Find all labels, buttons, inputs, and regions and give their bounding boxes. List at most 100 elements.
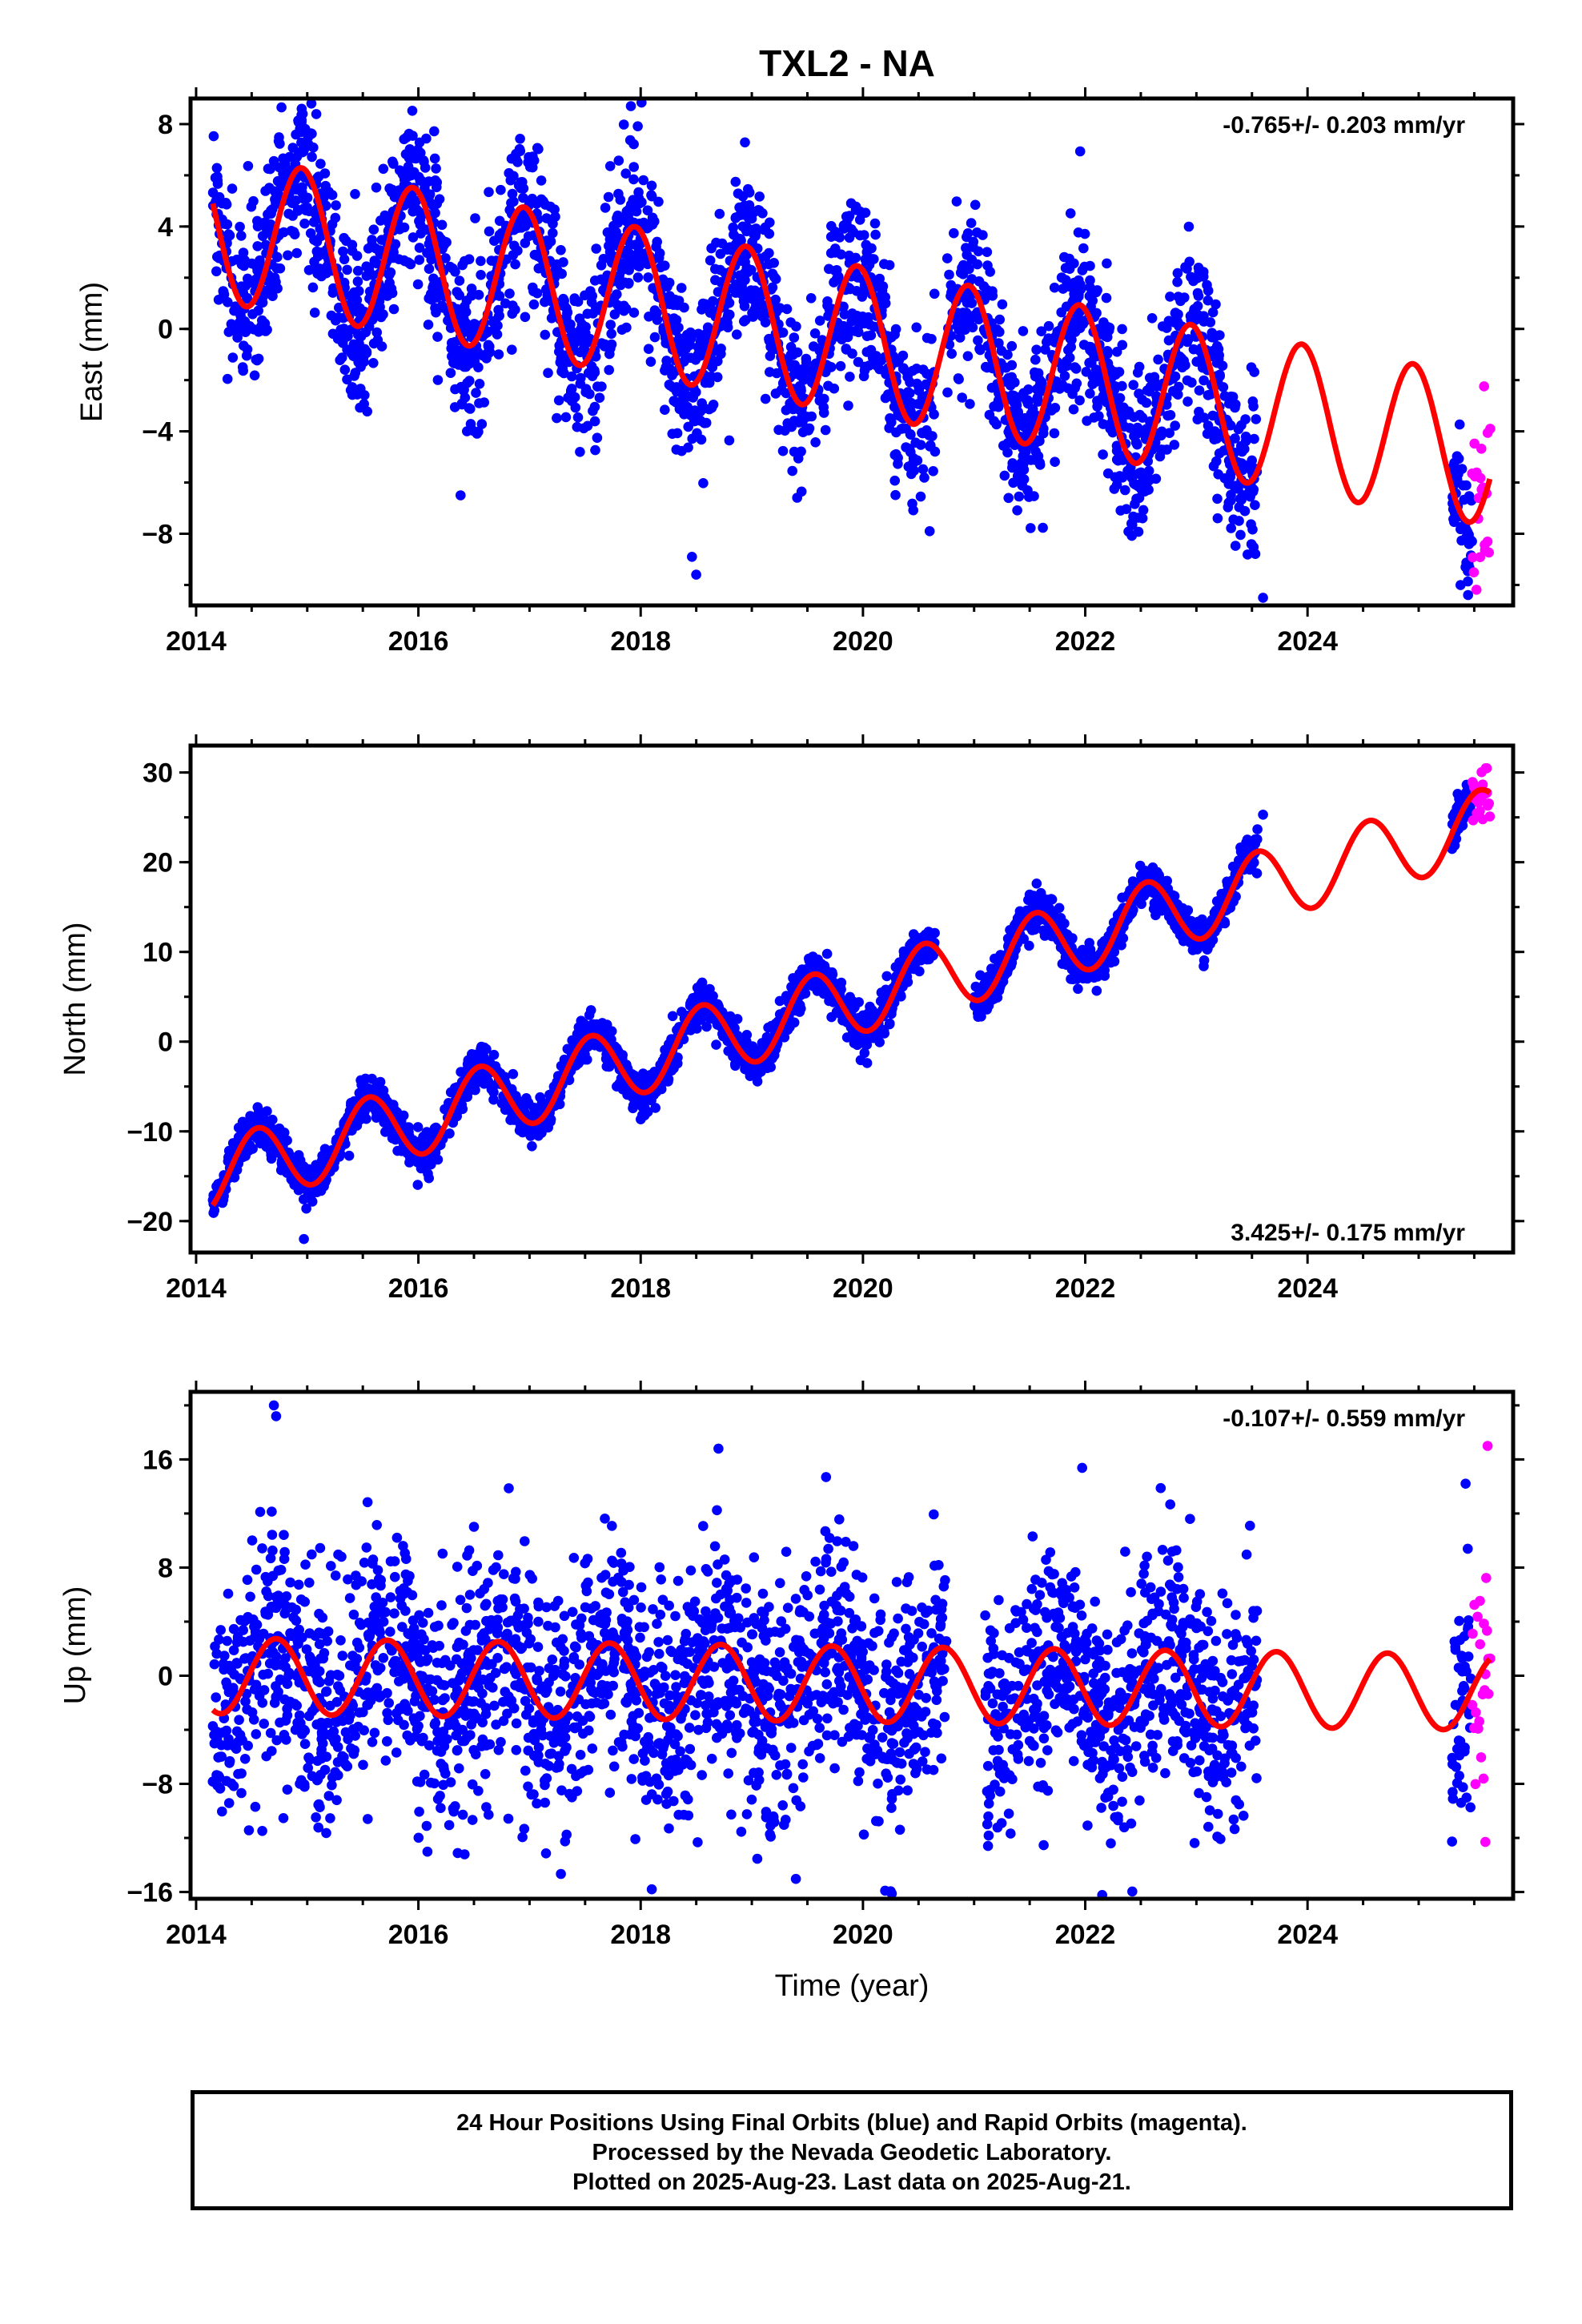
final-orbit-point <box>596 381 607 392</box>
final-orbit-point <box>1026 523 1036 533</box>
velocity-rate-label: -0.765+/- 0.203 mm/yr <box>1223 112 1465 139</box>
final-orbit-point <box>905 428 916 440</box>
final-orbit-point <box>741 226 752 237</box>
final-orbit-point <box>710 263 721 275</box>
final-orbit-point <box>414 215 424 227</box>
final-orbit-point <box>853 997 864 1007</box>
final-orbit-point <box>1243 549 1253 560</box>
final-orbit-point <box>432 375 444 385</box>
final-orbit-point <box>620 277 630 288</box>
final-orbit-point <box>398 1110 409 1121</box>
final-orbit-point <box>1453 453 1464 464</box>
final-orbit-point <box>646 191 657 202</box>
final-orbit-point <box>1224 398 1235 409</box>
final-orbit-point <box>1173 389 1183 400</box>
final-orbit-point <box>1172 276 1182 287</box>
final-orbit-point <box>671 315 682 325</box>
final-orbit-point <box>303 132 314 143</box>
final-orbit-point <box>309 308 320 318</box>
final-orbit-point <box>272 1124 283 1135</box>
final-orbit-point <box>1247 486 1259 497</box>
final-orbit-point <box>787 465 797 476</box>
rapid-orbit-point <box>1469 438 1480 449</box>
final-orbit-point <box>1090 364 1102 375</box>
final-orbit-point <box>375 312 387 323</box>
final-orbit-point <box>299 218 310 229</box>
final-orbit-point <box>671 444 682 455</box>
final-orbit-point <box>636 99 647 108</box>
final-orbit-point <box>566 371 577 382</box>
final-orbit-point <box>406 199 417 210</box>
final-orbit-point <box>1075 315 1086 326</box>
final-orbit-point <box>237 362 248 372</box>
final-orbit-point <box>460 307 472 317</box>
final-orbit-point <box>1143 465 1154 476</box>
final-orbit-point <box>820 424 831 436</box>
final-orbit-point <box>302 202 312 213</box>
final-orbit-point <box>241 350 252 361</box>
final-orbit-point <box>472 347 484 357</box>
final-orbit-point <box>342 344 352 355</box>
final-orbit-point <box>1031 344 1042 356</box>
final-orbit-point <box>629 251 640 261</box>
final-orbit-point <box>758 308 769 319</box>
final-orbit-point <box>479 397 489 408</box>
final-orbit-point <box>1151 391 1162 402</box>
final-orbit-point <box>1249 433 1259 444</box>
final-orbit-point <box>436 300 448 312</box>
final-orbit-point <box>496 184 506 195</box>
final-orbit-point <box>1258 593 1268 603</box>
final-orbit-point <box>1064 352 1075 364</box>
final-orbit-point <box>981 289 992 300</box>
final-orbit-point <box>260 239 271 251</box>
final-orbit-point <box>1162 323 1172 333</box>
final-orbit-point <box>960 324 970 336</box>
final-orbit-point <box>738 296 749 307</box>
final-orbit-point <box>518 192 528 203</box>
final-orbit-point <box>306 99 317 109</box>
final-orbit-point <box>288 64 299 74</box>
final-orbit-point <box>1211 456 1222 467</box>
final-orbit-point <box>1118 407 1129 418</box>
final-orbit-point <box>1182 375 1193 386</box>
final-orbit-point <box>1130 499 1140 509</box>
final-orbit-point <box>227 352 239 363</box>
final-orbit-point <box>660 260 670 271</box>
final-orbit-point <box>859 1013 869 1023</box>
final-orbit-point <box>273 136 284 147</box>
final-orbit-point <box>1235 529 1246 541</box>
final-orbit-point <box>1043 320 1054 332</box>
final-orbit-point <box>751 308 761 319</box>
final-orbit-point <box>999 470 1010 481</box>
final-orbit-point <box>512 157 523 167</box>
final-orbit-point <box>752 1076 763 1087</box>
final-orbit-point <box>482 348 492 359</box>
final-orbit-point <box>650 1103 661 1113</box>
final-orbit-point <box>671 397 681 408</box>
final-orbit-point <box>926 334 937 344</box>
rapid-orbit-point <box>1475 552 1486 562</box>
final-orbit-point <box>1217 360 1228 372</box>
final-orbit-point <box>1194 267 1204 277</box>
final-orbit-point <box>394 224 405 235</box>
final-orbit-point <box>520 312 531 323</box>
final-orbit-point <box>897 350 909 361</box>
final-orbit-point <box>587 291 597 301</box>
final-orbit-point <box>296 103 307 115</box>
final-orbit-point <box>1059 371 1070 381</box>
final-orbit-point <box>397 169 408 179</box>
final-orbit-point <box>901 442 911 452</box>
final-orbit-point <box>363 265 375 276</box>
rapid-orbit-point <box>1468 567 1480 577</box>
final-orbit-point <box>211 266 222 277</box>
final-orbit-point <box>1141 397 1152 408</box>
final-orbit-point <box>713 356 723 367</box>
final-orbit-point <box>572 412 584 423</box>
final-orbit-point <box>843 400 853 411</box>
final-orbit-point <box>316 271 327 282</box>
final-orbit-point <box>274 162 285 173</box>
final-orbit-point <box>350 189 360 199</box>
final-orbit-point <box>679 356 689 367</box>
final-orbit-point <box>806 411 817 422</box>
final-orbit-point <box>760 393 771 404</box>
